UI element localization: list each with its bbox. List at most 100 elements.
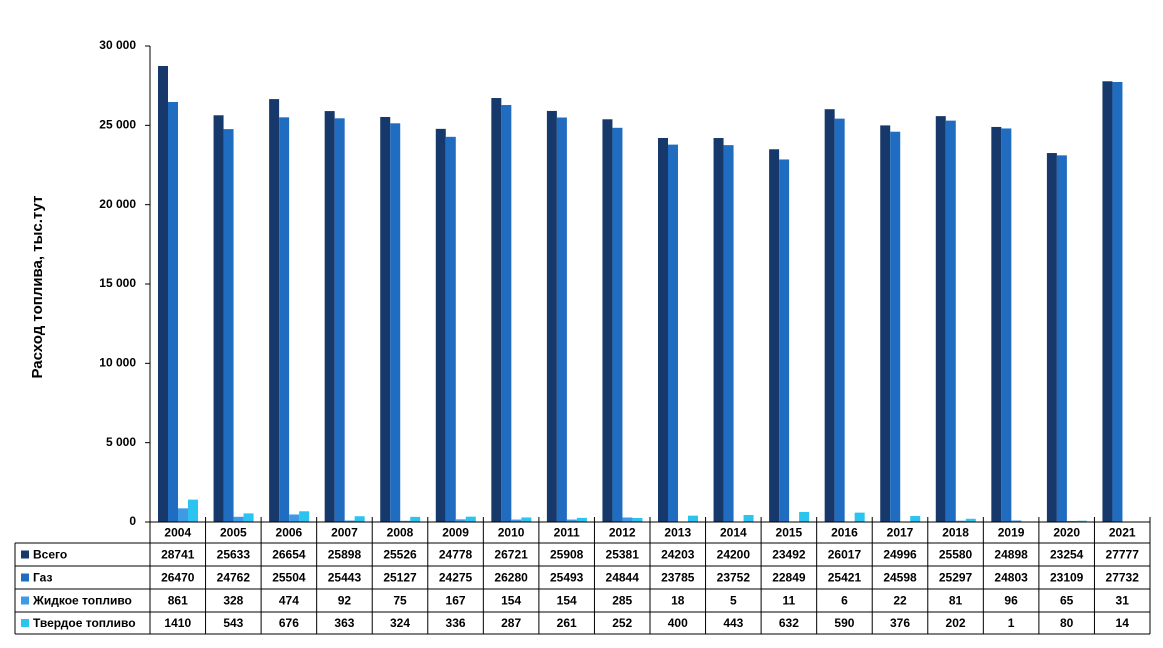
- table-cell: 261: [557, 616, 577, 630]
- y-tick-label: 25 000: [99, 118, 136, 132]
- x-tick-label: 2007: [331, 526, 358, 540]
- table-cell: 324: [390, 616, 410, 630]
- bar: [890, 132, 900, 522]
- table-cell: 1410: [164, 616, 191, 630]
- x-tick-label: 2013: [664, 526, 691, 540]
- table-cell: 24996: [883, 548, 917, 562]
- table-cell: 24200: [717, 548, 751, 562]
- y-tick-label: 15 000: [99, 276, 136, 290]
- table-cell: 25898: [328, 548, 362, 562]
- bar: [547, 111, 557, 522]
- table-cell: 376: [890, 616, 910, 630]
- table-cell: 31: [1116, 594, 1130, 608]
- table-cell: 24778: [439, 548, 473, 562]
- table-cell: 25526: [383, 548, 417, 562]
- table-cell: 23492: [772, 548, 806, 562]
- table-cell: 474: [279, 594, 299, 608]
- bar: [335, 118, 345, 522]
- table-cell: 27732: [1106, 571, 1140, 585]
- bar: [355, 516, 365, 522]
- legend-swatch: [21, 551, 29, 559]
- table-cell: 18: [671, 594, 685, 608]
- bar: [991, 127, 1001, 522]
- table-cell: 23254: [1050, 548, 1084, 562]
- y-tick-label: 30 000: [99, 38, 136, 52]
- bar: [436, 129, 446, 522]
- bar: [668, 145, 678, 522]
- x-tick-label: 2009: [442, 526, 469, 540]
- table-cell: 154: [557, 594, 577, 608]
- table-cell: 400: [668, 616, 688, 630]
- table-cell: 336: [446, 616, 466, 630]
- bar: [714, 138, 724, 522]
- table-cell: 25381: [606, 548, 640, 562]
- y-tick-label: 20 000: [99, 197, 136, 211]
- bar: [1057, 155, 1067, 522]
- table-cell: 24844: [606, 571, 640, 585]
- bar: [825, 109, 835, 522]
- table-cell: 328: [223, 594, 243, 608]
- table-cell: 25443: [328, 571, 362, 585]
- x-tick-label: 2020: [1053, 526, 1080, 540]
- bar: [224, 129, 234, 522]
- bar: [1047, 153, 1057, 522]
- x-tick-label: 2008: [387, 526, 414, 540]
- table-cell: 23785: [661, 571, 695, 585]
- table-cell: 26280: [494, 571, 528, 585]
- bar: [744, 515, 754, 522]
- x-tick-label: 2012: [609, 526, 636, 540]
- x-tick-label: 2021: [1109, 526, 1136, 540]
- table-cell: 24762: [217, 571, 251, 585]
- x-tick-label: 2017: [887, 526, 914, 540]
- bar: [779, 159, 789, 522]
- bar: [658, 138, 668, 522]
- table-cell: 22: [893, 594, 907, 608]
- legend-swatch: [21, 574, 29, 582]
- table-cell: 252: [612, 616, 632, 630]
- bar: [1102, 81, 1112, 522]
- legend-swatch: [21, 619, 29, 627]
- table-cell: 5: [730, 594, 737, 608]
- table-cell: 861: [168, 594, 188, 608]
- x-tick-label: 2019: [998, 526, 1025, 540]
- x-tick-label: 2010: [498, 526, 525, 540]
- legend-label: Твердое топливо: [33, 616, 136, 630]
- table-cell: 25908: [550, 548, 584, 562]
- table-cell: 92: [338, 594, 352, 608]
- bar: [491, 98, 501, 522]
- y-axis-label: Расход топлива, тыс.тут: [29, 196, 46, 379]
- table-cell: 11: [783, 594, 796, 608]
- table-cell: 676: [279, 616, 299, 630]
- x-tick-label: 2014: [720, 526, 747, 540]
- bar: [168, 102, 178, 522]
- bar: [910, 516, 920, 522]
- table-cell: 167: [446, 594, 466, 608]
- x-tick-label: 2006: [276, 526, 303, 540]
- table-cell: 23752: [717, 571, 751, 585]
- legend-label: Жидкое топливо: [32, 594, 132, 608]
- x-tick-label: 2016: [831, 526, 858, 540]
- table-cell: 22849: [772, 571, 806, 585]
- table-cell: 6: [841, 594, 848, 608]
- table-cell: 25127: [383, 571, 417, 585]
- bar: [410, 517, 420, 522]
- table-cell: 202: [946, 616, 966, 630]
- bar: [244, 513, 254, 522]
- table-cell: 14: [1116, 616, 1130, 630]
- bar: [380, 117, 390, 522]
- bar: [612, 128, 622, 522]
- table-cell: 543: [223, 616, 243, 630]
- bar: [855, 513, 865, 522]
- bar: [269, 99, 279, 522]
- bar: [234, 517, 244, 522]
- legend-label: Всего: [33, 548, 67, 562]
- table-cell: 25297: [939, 571, 973, 585]
- table-cell: 285: [612, 594, 632, 608]
- x-tick-label: 2004: [164, 526, 191, 540]
- y-tick-label: 10 000: [99, 356, 136, 370]
- y-tick-label: 0: [129, 514, 136, 528]
- bar: [946, 121, 956, 522]
- bar: [880, 125, 890, 522]
- table-cell: 26654: [272, 548, 306, 562]
